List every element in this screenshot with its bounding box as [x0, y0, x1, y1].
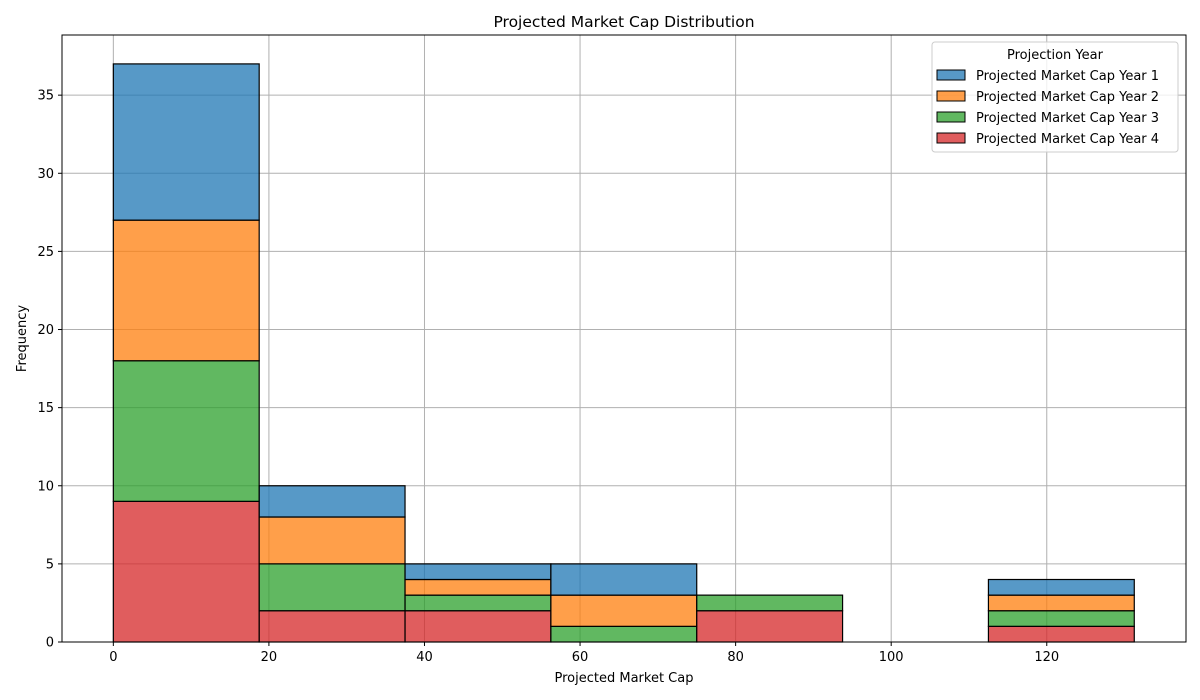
- bar-segment: [404, 610, 552, 643]
- bar-segment: [696, 594, 844, 612]
- bar-segment: [258, 516, 406, 565]
- y-tick-label: 25: [37, 245, 54, 260]
- legend-swatch: [936, 132, 966, 144]
- plot-frame: [61, 34, 1187, 643]
- y-tick-label: 15: [37, 401, 54, 416]
- bar-segment: [258, 485, 406, 518]
- y-tick-label: 20: [37, 323, 54, 338]
- y-tick-label: 35: [37, 89, 54, 104]
- bar-segment: [696, 610, 844, 643]
- x-axis-label: Projected Market Cap: [555, 671, 694, 686]
- bar-segment: [987, 625, 1135, 643]
- x-tick-label: 120: [1034, 650, 1059, 665]
- bar-segment: [404, 594, 552, 612]
- x-tick-label: 60: [572, 650, 589, 665]
- bar-segment: [112, 219, 260, 362]
- chart-title: Projected Market Cap Distribution: [493, 13, 754, 31]
- legend-entry-label: Projected Market Cap Year 2: [976, 90, 1159, 105]
- x-axis-ticks: 0 20 40 60 80 100 120: [109, 642, 1059, 665]
- legend-entry-label: Projected Market Cap Year 4: [976, 132, 1159, 147]
- legend-title: Projection Year: [1007, 48, 1104, 63]
- bar-segment: [258, 563, 406, 612]
- y-axis-ticks: 0 5 10 15 20 25 30 35: [37, 89, 62, 651]
- bar-segment: [112, 63, 260, 221]
- bar-segment: [550, 594, 698, 627]
- x-tick-label: 40: [416, 650, 433, 665]
- legend: Projection Year Projected Market Cap Year…: [931, 41, 1179, 153]
- bar-segment: [987, 594, 1135, 612]
- x-tick-label: 100: [879, 650, 904, 665]
- legend-entry-label: Projected Market Cap Year 3: [976, 111, 1159, 126]
- x-tick-label: 20: [261, 650, 278, 665]
- y-tick-label: 5: [46, 557, 54, 572]
- y-axis-label: Frequency: [15, 305, 30, 372]
- legend-swatch: [936, 111, 966, 123]
- legend-swatch: [936, 69, 966, 81]
- bar-segment: [404, 563, 552, 581]
- x-tick-label: 80: [727, 650, 744, 665]
- legend-box: [931, 41, 1179, 153]
- bar-segment: [550, 563, 698, 596]
- bar-segment: [987, 610, 1135, 627]
- bar-segment: [404, 578, 552, 596]
- bar-segment: [987, 578, 1135, 596]
- bar-segment: [258, 610, 406, 643]
- y-tick-label: 10: [37, 479, 54, 494]
- y-tick-label: 30: [37, 167, 54, 182]
- bar-segment: [112, 500, 260, 643]
- bars: [112, 63, 1135, 643]
- x-tick-label: 0: [109, 650, 117, 665]
- legend-swatch: [936, 90, 966, 102]
- bar-segment: [550, 625, 698, 643]
- legend-entry-label: Projected Market Cap Year 1: [976, 69, 1159, 84]
- y-tick-label: 0: [46, 636, 54, 651]
- bar-segment: [112, 360, 260, 502]
